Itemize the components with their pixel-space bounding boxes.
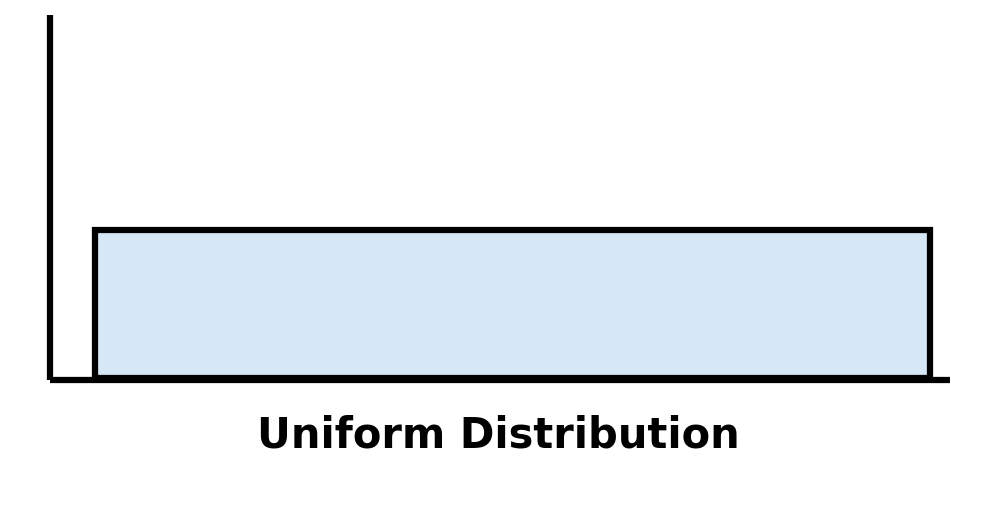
Bar <box>95 230 930 378</box>
Text: Uniform Distribution: Uniform Distribution <box>257 414 739 456</box>
